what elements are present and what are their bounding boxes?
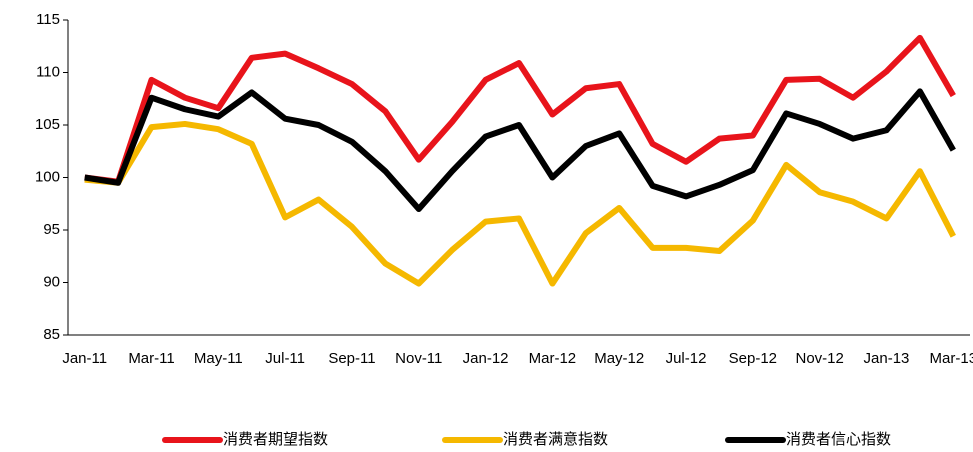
x-tick-label: May-11 [194,350,243,367]
x-tick-label: Sep-12 [729,350,777,367]
y-tick-label: 95 [43,221,60,238]
line-series [84,34,956,185]
legend-label: 消费者期望指数 [223,431,328,448]
x-tick-label: Jan-13 [864,350,910,367]
x-tick-label: Nov-11 [395,350,442,367]
x-tick-label: Jan-11 [62,350,107,367]
x-tick-label: Nov-12 [795,350,843,367]
line-series [84,120,956,287]
legend-label: 消费者满意指数 [503,430,608,448]
y-tick-label: 100 [35,168,60,185]
legend-label: 消费者信心指数 [786,431,891,448]
line-series [84,88,956,212]
x-tick-label: Sep-11 [328,350,375,367]
y-tick-label: 105 [35,116,60,133]
y-tick-label: 110 [36,63,60,80]
x-tick-label: Jan-12 [463,350,509,367]
x-tick-label: Mar-13 [930,350,973,367]
x-tick-label: Jul-12 [666,350,707,367]
x-tick-label: Mar-11 [128,350,174,367]
y-tick-label: 115 [36,11,60,28]
x-tick-label: Mar-12 [529,350,577,367]
y-tick-label: 90 [43,273,60,290]
x-tick-label: May-12 [594,350,644,367]
x-tick-label: Jul-11 [265,350,305,367]
y-tick-label: 85 [43,326,60,343]
